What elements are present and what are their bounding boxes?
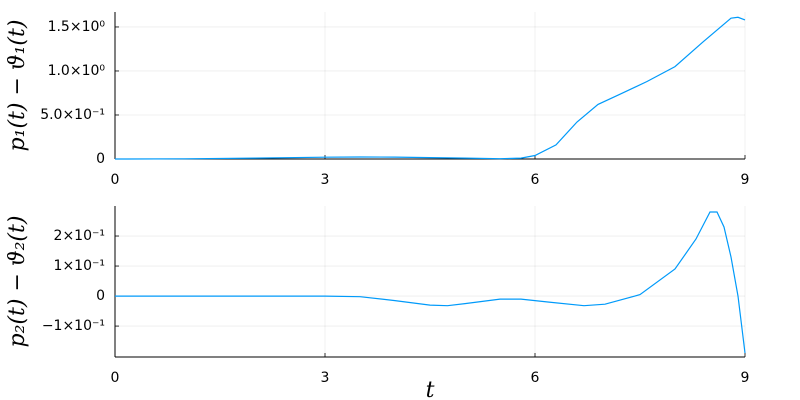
y-tick-label: −1×10⁻¹ — [42, 318, 105, 334]
series-line — [115, 211, 746, 354]
x-axis-label: t — [426, 378, 435, 400]
series-line — [114, 16, 746, 160]
y-tick-label: 0 — [96, 151, 105, 167]
y-tick-label: 1.0×10⁰ — [48, 63, 106, 79]
y-tick-label: 0 — [96, 288, 105, 304]
y-tick-label: 1.5×10⁰ — [48, 19, 106, 35]
y-tick-label: 5.0×10⁻¹ — [40, 107, 105, 123]
x-tick-label: 6 — [531, 370, 540, 386]
x-tick-label: 6 — [531, 172, 540, 188]
y-axis-label: p₂(t) − ϑ₂(t) — [5, 216, 30, 348]
y-tick-label: 1×10⁻¹ — [54, 258, 105, 274]
x-tick-label: 0 — [111, 172, 120, 188]
y-axis-label: p₁(t) − ϑ₁(t) — [5, 20, 30, 152]
x-tick-label: 9 — [741, 370, 750, 386]
x-tick-label: 3 — [321, 172, 330, 188]
y-tick-label: 2×10⁻¹ — [54, 228, 105, 244]
x-tick-label: 9 — [741, 172, 750, 188]
x-tick-label: 3 — [321, 370, 330, 386]
x-tick-label: 0 — [111, 370, 120, 386]
